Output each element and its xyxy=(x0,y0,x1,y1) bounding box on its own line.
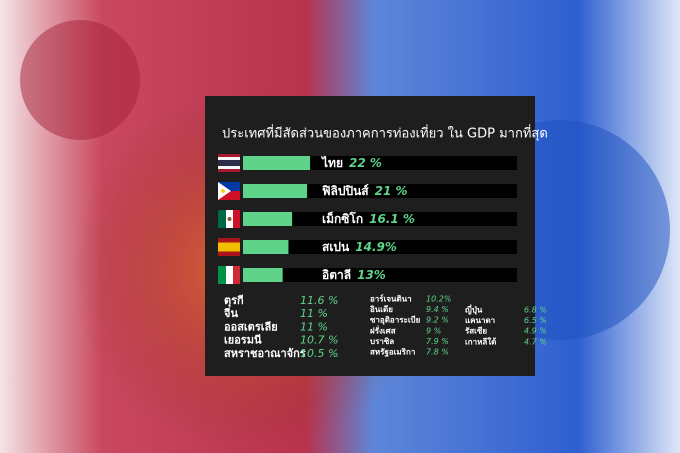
share-value: 10.7 % xyxy=(300,334,338,347)
country-name: อาร์เจนตินา xyxy=(370,294,412,304)
country-name: จีน xyxy=(223,307,238,320)
bar xyxy=(243,240,289,254)
value-label: 22 % xyxy=(349,156,382,170)
country-name: เยอรมนี xyxy=(224,334,262,347)
country-name: สหราชอาณาจักร xyxy=(224,347,306,360)
country-name: สเปน xyxy=(322,240,350,254)
bar-track xyxy=(243,156,517,170)
panel xyxy=(205,96,535,376)
country-name: อิตาลี xyxy=(322,268,351,282)
country-name: สหรัฐอเมริกา xyxy=(370,348,415,358)
share-value: 7.9 % xyxy=(426,337,449,346)
share-value: 6.5 % xyxy=(524,316,547,325)
flag-philippines xyxy=(218,182,240,200)
flag-thailand xyxy=(218,154,240,172)
flag-spain xyxy=(218,238,240,256)
country-name: ซาอุดิอาระเบีย xyxy=(370,315,421,326)
virus-image xyxy=(20,20,140,140)
country-name: ฝรั่งเศส xyxy=(370,324,396,335)
country-name: อินเดีย xyxy=(370,304,393,314)
value-label: 21 % xyxy=(375,184,408,198)
share-value: 4.9 % xyxy=(524,327,547,336)
share-value: 9.4 % xyxy=(426,305,449,314)
bar-label: ฟิลิปปินส์ 21 % xyxy=(322,184,408,198)
country-name: ตุรกี xyxy=(224,294,244,308)
flags xyxy=(218,154,240,284)
share-value: 11 % xyxy=(300,307,328,320)
country-name: ออสเตรเลีย xyxy=(224,320,278,333)
value-label: 13% xyxy=(357,268,386,282)
share-value: 4.7 % xyxy=(524,337,547,346)
country-name: เกาหลีใต้ xyxy=(465,336,496,346)
bar-track xyxy=(243,268,517,282)
value-label: 16.1 % xyxy=(369,212,415,226)
flag-mexico xyxy=(218,210,240,228)
share-value: 9 % xyxy=(426,326,441,335)
bar xyxy=(243,184,308,198)
share-value: 7.8 % xyxy=(426,348,449,357)
bar-label: เม็กซิโก 16.1 % xyxy=(322,211,415,226)
bar xyxy=(243,212,293,226)
bar-track xyxy=(243,184,517,198)
country-name: บราซิล xyxy=(370,337,394,346)
country-name: ฟิลิปปินส์ xyxy=(322,184,369,198)
share-value: 11 % xyxy=(300,320,328,333)
country-name: แคนาดา xyxy=(465,316,495,325)
bar xyxy=(243,156,311,170)
share-value: 10.5 % xyxy=(300,347,338,360)
share-value: 11.6 % xyxy=(300,294,338,307)
share-value: 10.2% xyxy=(426,295,451,304)
country-name: ไทย xyxy=(320,155,343,170)
bar-track xyxy=(243,240,517,254)
bar-track xyxy=(243,212,517,226)
share-value: 9.2 % xyxy=(426,316,449,325)
share-value: 6.8 % xyxy=(524,306,547,315)
country-name: รัสเซีย xyxy=(465,326,487,336)
country-name: เม็กซิโก xyxy=(322,211,363,226)
bar-label: ไทย 22 % xyxy=(320,155,382,170)
bar-label: อิตาลี 13% xyxy=(322,268,386,282)
value-label: 14.9% xyxy=(355,240,397,254)
bar-label: สเปน 14.9% xyxy=(322,240,397,254)
country-name: ญี่ปุ่น xyxy=(465,304,483,316)
subtitle: ประเทศที่มีสัดส่วนของภาคการท่องเที่ยว ใน… xyxy=(222,125,548,142)
flag-italy xyxy=(218,266,240,284)
bar xyxy=(243,268,283,282)
